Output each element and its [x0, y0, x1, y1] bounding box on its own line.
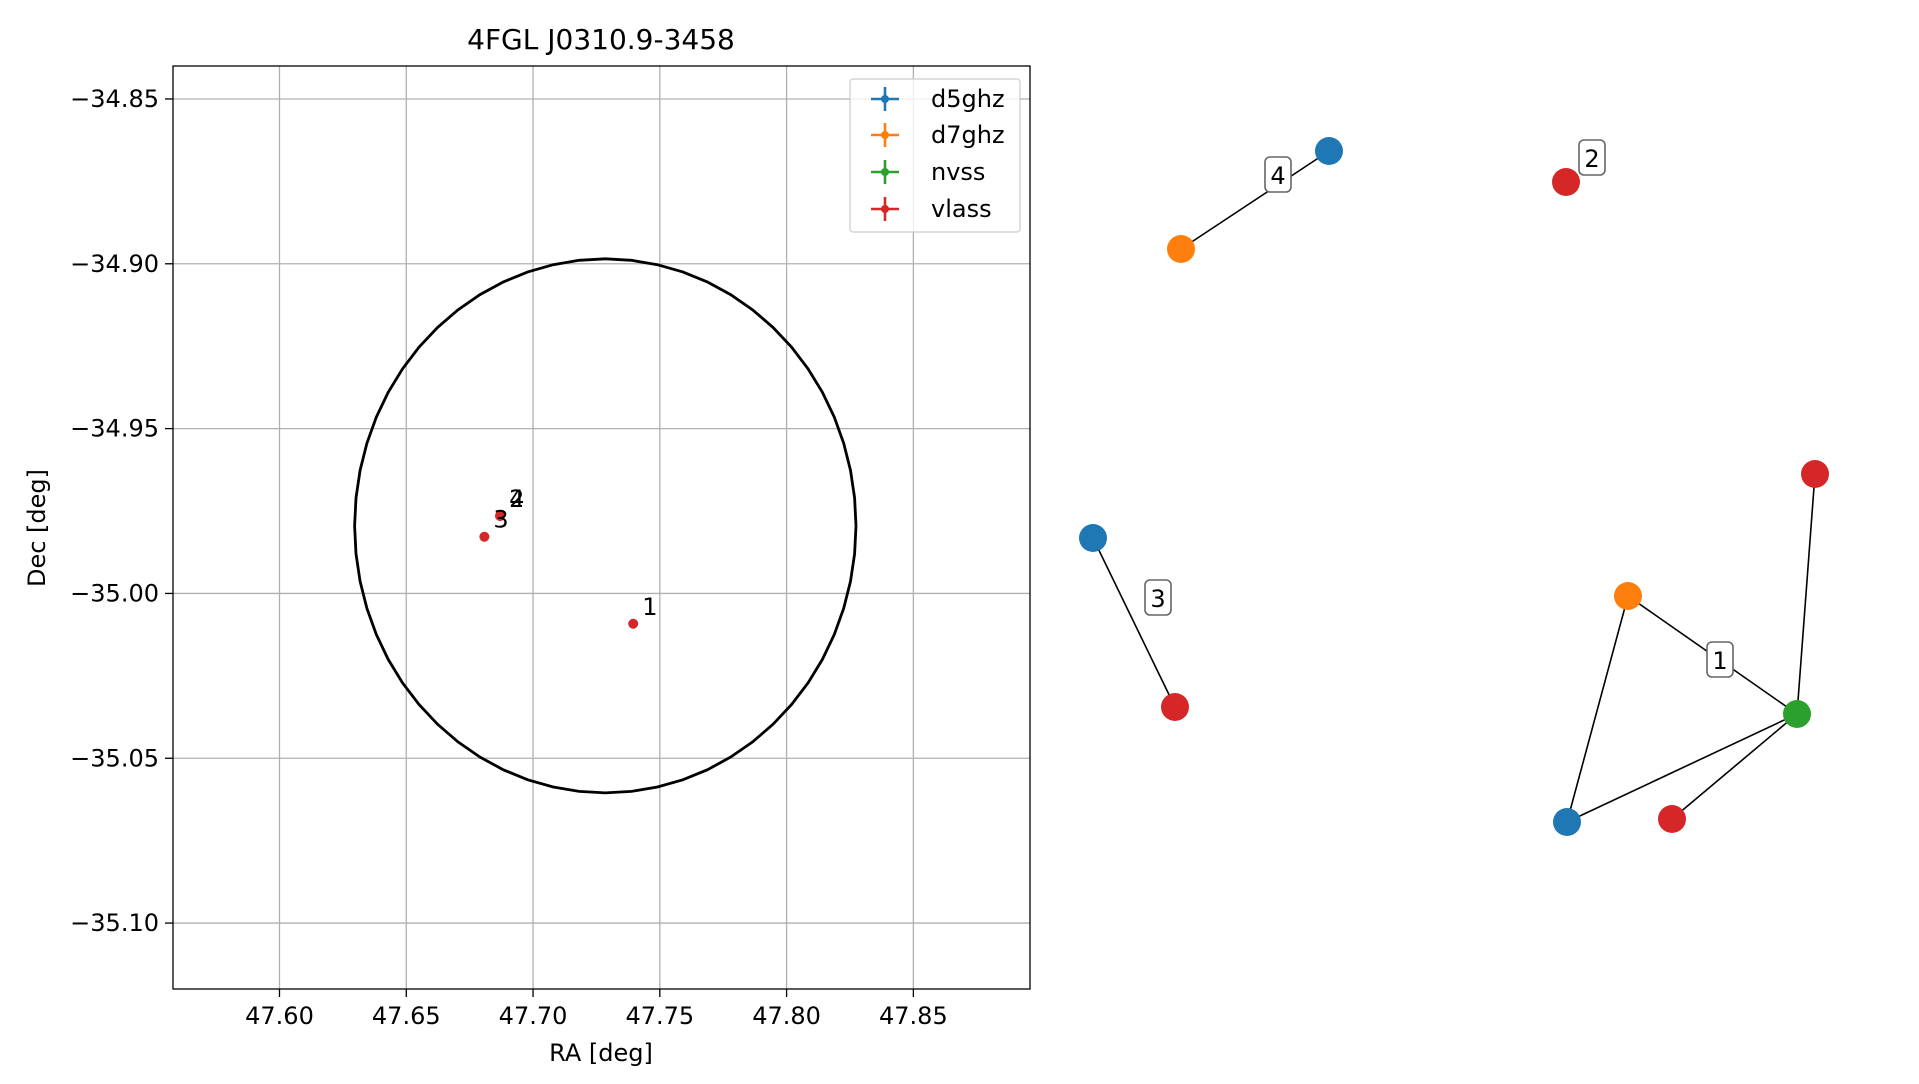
x-tick-label: 47.70: [499, 1002, 568, 1030]
x-tick-layer: 47.60 47.65 47.70 47.75 47.80 47.85: [245, 989, 948, 1030]
y-tick-label: −35.00: [70, 579, 159, 607]
y-tick-layer: −34.85 −34.90 −34.95 −35.00 −35.05 −35.10: [70, 85, 173, 937]
legend-marker-dot: [881, 168, 889, 176]
x-tick-label: 47.65: [372, 1002, 441, 1030]
y-tick-label: −34.95: [70, 415, 159, 443]
x-tick-label: 47.80: [752, 1002, 821, 1030]
network-nodes: [1079, 137, 1829, 836]
legend-marker-dot: [881, 205, 889, 213]
network-node-d5ghz: [1315, 137, 1343, 165]
network-group-labels: 4 2 3 1: [1144, 139, 1734, 678]
legend-entry-d5ghz: d5ghz: [871, 85, 1005, 113]
network-edge: [1566, 595, 1629, 823]
y-tick-label: −34.90: [70, 250, 159, 278]
network-node-d5ghz: [1079, 524, 1107, 552]
point-annotation: 2: [509, 485, 524, 513]
network-panel: 4 2 3 1: [1079, 137, 1829, 836]
network-group-label: 2: [1584, 145, 1599, 173]
network-edge: [1796, 473, 1816, 715]
y-tick-label: −35.05: [70, 744, 159, 772]
x-tick-label: 47.75: [625, 1002, 694, 1030]
network-group-label: 3: [1150, 585, 1165, 613]
x-axis-label: RA [deg]: [549, 1039, 653, 1067]
y-tick-label: −35.10: [70, 909, 159, 937]
network-node-vlass: [1801, 460, 1829, 488]
network-group-label-box: [1706, 641, 1734, 678]
chart-title: 4FGL J0310.9-3458: [467, 23, 735, 56]
network-edge: [1671, 713, 1798, 820]
legend-box: [849, 78, 1021, 233]
point-vlass: [628, 618, 639, 629]
legend-entry-d7ghz: d7ghz: [871, 121, 1005, 149]
point-vlass: [495, 510, 506, 521]
legend: d5ghz d7ghz nvss: [849, 78, 1021, 233]
annotation-layer: 1 234: [493, 485, 657, 621]
x-tick-label: 47.60: [245, 1002, 314, 1030]
network-group-label: 1: [1712, 647, 1727, 675]
point-annotation: 3: [493, 506, 508, 534]
circle-layer: [353, 257, 858, 795]
network-edges: [1092, 150, 1816, 823]
network-edge: [1092, 537, 1176, 708]
network-group-label-box: [1578, 139, 1606, 176]
network-node-vlass: [1161, 693, 1189, 721]
network-edge: [1566, 713, 1798, 823]
legend-entry-vlass: vlass: [871, 195, 992, 223]
network-node-d5ghz: [1553, 808, 1581, 836]
legend-marker-dot: [881, 131, 889, 139]
network-group-label-box: [1264, 156, 1292, 193]
error-circle: [353, 257, 858, 795]
y-axis-label: Dec [deg]: [23, 469, 51, 587]
point-annotation: 1: [642, 593, 657, 621]
points-layer: [479, 510, 639, 629]
network-node-vlass: [1658, 805, 1686, 833]
point-vlass: [479, 531, 490, 542]
y-tick-label: −34.85: [70, 85, 159, 113]
legend-label: d5ghz: [931, 85, 1005, 113]
legend-label: d7ghz: [931, 121, 1005, 149]
network-node-nvss: [1783, 700, 1811, 728]
network-group-label: 4: [1270, 162, 1285, 190]
x-tick-label: 47.85: [879, 1002, 948, 1030]
network-node-d7ghz: [1614, 582, 1642, 610]
plot-area-frame: [172, 65, 1031, 990]
grid-layer: [173, 66, 1030, 989]
legend-marker-dot: [881, 95, 889, 103]
legend-entry-nvss: nvss: [871, 158, 985, 186]
legend-label: nvss: [931, 158, 985, 186]
legend-label: vlass: [931, 195, 992, 223]
network-edge: [1180, 150, 1330, 250]
network-node-vlass: [1552, 168, 1580, 196]
network-node-d7ghz: [1167, 235, 1195, 263]
network-group-label-box: [1144, 579, 1172, 616]
scatter-panel: 1 234 47.60 47.65 47.70 47.75 47.80 47.85 −34.…: [23, 23, 1031, 1067]
point-annotation: 4: [509, 485, 524, 513]
